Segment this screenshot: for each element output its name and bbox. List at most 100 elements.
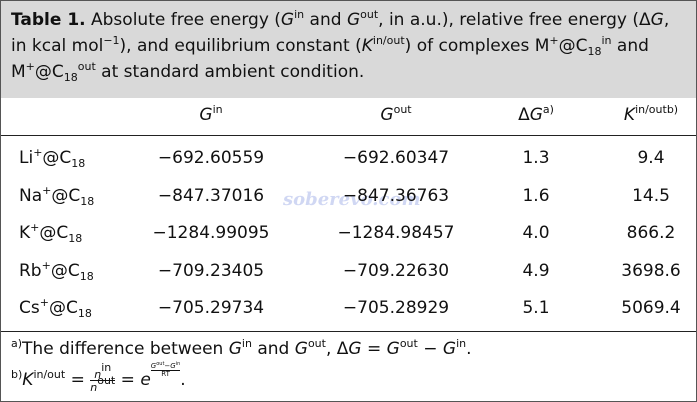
text-run: G <box>346 10 361 30</box>
text-run: at standard ambient condition. <box>95 62 365 82</box>
cell: −692.60559 <box>157 148 265 168</box>
text-run: in <box>241 337 252 350</box>
text-run: 18 <box>80 194 95 208</box>
text-run: K <box>361 36 373 56</box>
cell: 14.5 <box>632 185 670 206</box>
row-label: K+@C18 <box>19 221 83 245</box>
text-run: out <box>307 337 326 350</box>
text-run: in <box>175 361 181 367</box>
bottom-rule <box>1 331 696 332</box>
header-rule <box>1 135 696 136</box>
text-run: in <box>294 8 305 21</box>
text-run: n <box>94 367 102 381</box>
text-run: + <box>39 296 49 309</box>
text-run: in <box>101 360 112 374</box>
watermark: soberevo.com <box>283 189 421 210</box>
text-run: G <box>529 105 543 125</box>
text-run: + <box>30 221 40 234</box>
text-run: Δ <box>518 105 530 125</box>
cell: 866.2 <box>626 223 676 243</box>
cell: 3698.6 <box>621 260 681 281</box>
text-run: . <box>466 339 472 359</box>
cell: −705.28929 <box>342 298 450 318</box>
cell: 9.4 <box>637 148 665 168</box>
text-run: b) <box>11 368 23 381</box>
text-run: @C <box>39 223 69 243</box>
row-label: Rb+@C18 <box>19 258 94 283</box>
text-run: Rb <box>19 260 42 281</box>
text-run: out <box>393 103 412 116</box>
text-run: = <box>361 339 387 359</box>
text-run: The difference between <box>22 339 229 359</box>
text-run: and <box>304 10 347 30</box>
cell: −1284.98457 <box>337 223 455 243</box>
fraction: nin nout <box>90 362 116 394</box>
text-run: G <box>170 362 176 370</box>
text-run: in <box>456 337 467 350</box>
text-run: K <box>22 370 34 390</box>
column-header: ΔGa) <box>518 103 554 125</box>
text-run: @C <box>558 36 588 56</box>
cell: 5.1 <box>522 298 550 318</box>
cell: 4.9 <box>522 260 550 281</box>
text-run: 18 <box>79 269 94 283</box>
text-run: Absolute free energy ( <box>85 10 281 30</box>
text-run: + <box>42 183 52 197</box>
cell: 5069.4 <box>621 298 681 318</box>
text-run: G <box>386 339 400 359</box>
text-run: G <box>348 339 362 359</box>
text-run: G <box>199 105 213 125</box>
text-run: , in kcal mol <box>11 10 670 56</box>
cell: −847.36763 <box>342 185 450 206</box>
text-run: out <box>360 8 379 21</box>
text-run: in/out <box>372 34 405 47</box>
text-run: ), and equilibrium constant ( <box>119 36 362 56</box>
text-run: = <box>65 370 91 390</box>
footnote: b)Kin/out = nin nout = e Gout−Gin RT. <box>11 361 186 394</box>
text-run: in <box>601 34 612 47</box>
caption-label: Table 1. <box>11 10 86 30</box>
row-label: Na+@C18 <box>19 183 95 208</box>
cell: −705.29734 <box>157 298 265 318</box>
text-run: @C <box>51 185 81 206</box>
row-label: Li+@C18 <box>19 147 86 170</box>
numerator: Gout−Gin <box>150 361 181 371</box>
text-run: 18 <box>71 157 86 170</box>
text-run: G <box>280 10 295 30</box>
text-run: 18 <box>77 307 92 320</box>
text-run: in <box>212 103 223 116</box>
cell: −847.37016 <box>157 185 265 206</box>
text-run: Cs <box>19 298 40 318</box>
text-run: K <box>19 223 31 243</box>
text-run: a) <box>542 103 554 116</box>
column-header: Gin <box>199 103 223 125</box>
text-run: 18 <box>68 232 83 245</box>
text-run: out <box>97 373 116 387</box>
text-run: = <box>115 370 141 390</box>
cell: −709.22630 <box>342 260 450 281</box>
text-run: b) <box>666 103 679 116</box>
text-run: − <box>417 339 443 359</box>
text-run: in/out <box>635 103 667 116</box>
text-run: @C <box>50 260 80 281</box>
text-run: @C <box>42 148 72 168</box>
cell: 1.3 <box>522 148 550 168</box>
text-run: , in a.u.), relative free energy (Δ <box>378 10 651 30</box>
text-run: ) of complexes M <box>404 36 550 56</box>
numerator: nin <box>90 362 116 381</box>
text-run: 18 <box>587 45 602 58</box>
cell: −692.60347 <box>342 148 450 168</box>
denominator: RT <box>161 370 170 378</box>
text-run: Na <box>19 185 43 206</box>
text-run: and M <box>11 36 649 82</box>
text-run: + <box>41 258 51 272</box>
text-run: K <box>623 105 636 125</box>
text-run: n <box>90 380 98 394</box>
text-run: 18 <box>63 71 78 84</box>
cell: 1.6 <box>522 185 550 206</box>
cell: −1284.99095 <box>152 223 270 243</box>
column-header: Kin/outb) <box>623 103 679 125</box>
text-run: G <box>228 339 242 359</box>
text-run: + <box>25 60 35 73</box>
